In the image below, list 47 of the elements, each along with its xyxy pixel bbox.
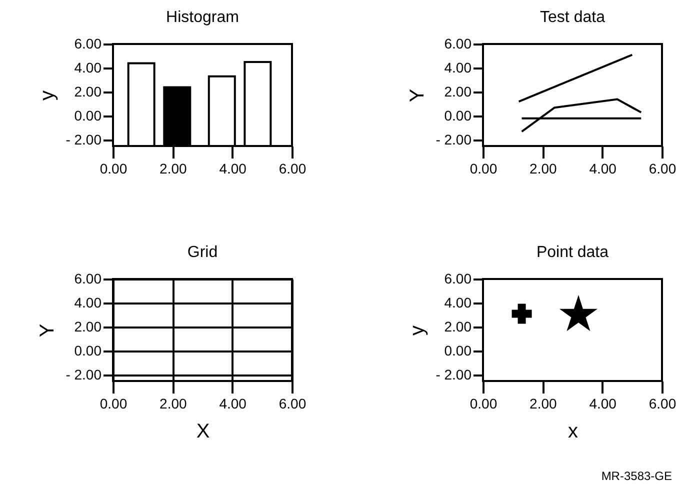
x-tick-label: 6.00 — [278, 160, 306, 176]
y-tick-label: 4.00 — [444, 294, 472, 310]
y-tick-label: - 2.00 — [436, 132, 472, 148]
chart-title: Point data — [536, 244, 609, 261]
x-axis-title: x — [568, 420, 578, 442]
y-tick-label: 2.00 — [74, 84, 102, 100]
y-axis-title: Y — [406, 88, 429, 102]
x-tick-label: 2.00 — [160, 160, 188, 176]
y-tick-label: 2.00 — [444, 84, 472, 100]
text: MR-3583-GE — [601, 469, 672, 483]
x-tick-label: 4.00 — [589, 160, 617, 176]
x-tick-label: 4.00 — [219, 160, 247, 176]
x-tick-label: 0.00 — [470, 160, 498, 176]
y-tick-label: 4.00 — [74, 294, 102, 310]
y-tick-label: 0.00 — [444, 108, 472, 124]
x-tick-label: 0.00 — [100, 160, 128, 176]
y-tick-label: 6.00 — [444, 270, 472, 286]
y-tick-label: 0.00 — [74, 108, 102, 124]
y-axis-title: y — [36, 90, 59, 100]
x-tick-label: 6.00 — [648, 396, 676, 412]
y-tick-label: 2.00 — [74, 318, 102, 334]
y-tick-label: 0.00 — [444, 342, 472, 358]
x-tick-label: 4.00 — [219, 396, 247, 412]
x-tick-label: 6.00 — [278, 396, 306, 412]
y-tick-label: 2.00 — [444, 318, 472, 334]
x-tick-label: 4.00 — [589, 396, 617, 412]
y-tick-label: - 2.00 — [66, 132, 102, 148]
y-tick-label: 6.00 — [74, 36, 102, 52]
y-axis-title: y — [406, 326, 429, 336]
y-tick-label: 6.00 — [444, 36, 472, 52]
y-tick-label: 6.00 — [74, 270, 102, 286]
x-tick-label: 6.00 — [648, 160, 676, 176]
y-axis-title: Y — [36, 324, 59, 338]
y-tick-label: 4.00 — [74, 60, 102, 76]
y-tick-label: 4.00 — [444, 60, 472, 76]
x-tick-label: 0.00 — [470, 396, 498, 412]
y-tick-label: 0.00 — [74, 342, 102, 358]
chart-title: Histogram — [166, 9, 239, 26]
chart-title: Grid — [187, 244, 218, 261]
x-tick-label: 0.00 — [100, 396, 128, 412]
x-tick-label: 2.00 — [160, 396, 188, 412]
y-tick-label: - 2.00 — [436, 366, 472, 382]
y-tick-label: - 2.00 — [66, 366, 102, 382]
x-tick-label: 2.00 — [530, 160, 558, 176]
x-tick-label: 2.00 — [530, 396, 558, 412]
chart-title: Test data — [540, 9, 606, 26]
x-axis-title: X — [196, 420, 210, 442]
